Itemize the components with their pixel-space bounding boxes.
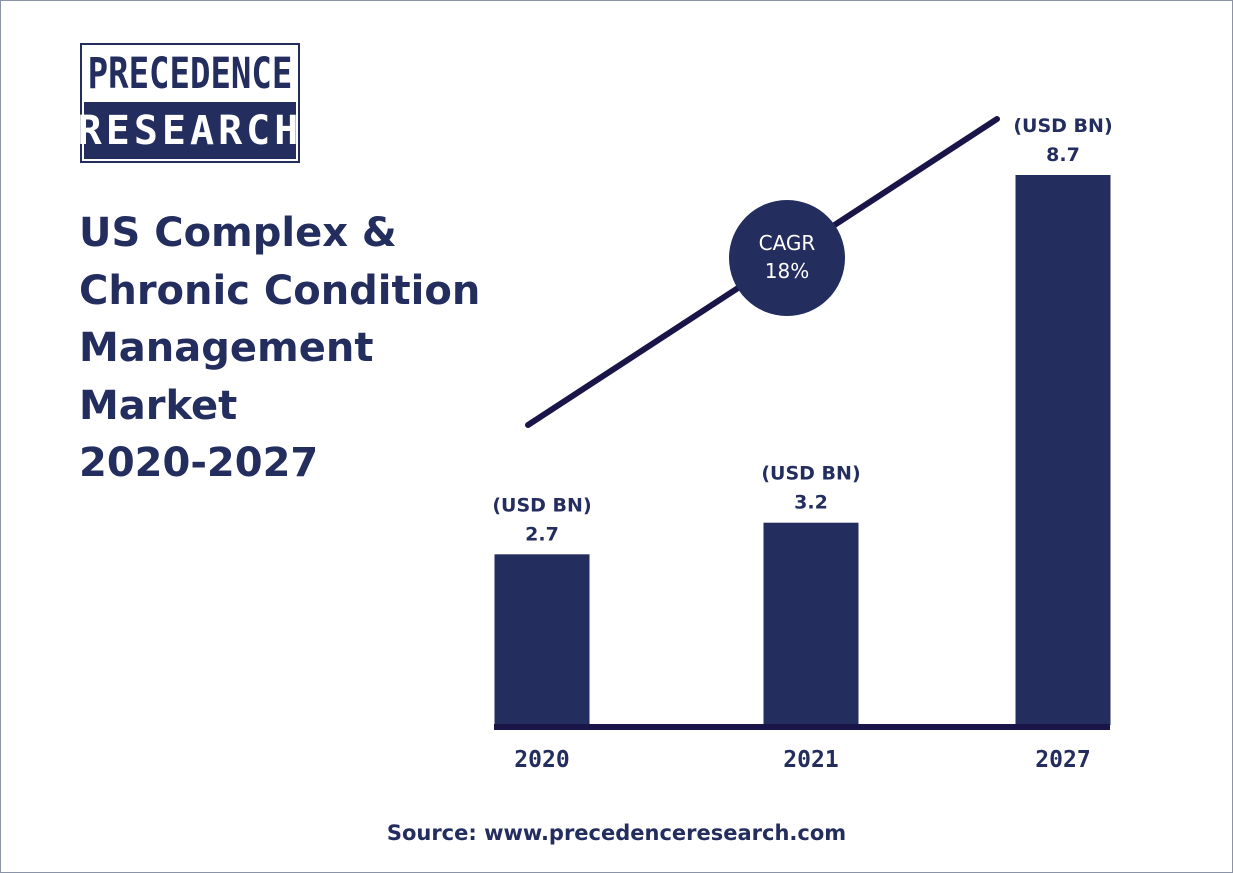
title-line: Market — [79, 382, 238, 429]
bar-value-label: 8.7 — [1046, 144, 1080, 166]
bar-unit-label: (USD BN) — [1013, 115, 1112, 137]
bar-2020 — [494, 554, 590, 725]
x-tick-label: 2020 — [514, 747, 569, 773]
title-line: Management — [79, 325, 374, 371]
logo-line-1: PRECEDENCE — [87, 48, 293, 99]
source-caption: Source: www.precedenceresearch.com — [386, 821, 847, 845]
cagr-label: CAGR — [759, 231, 816, 255]
title-line: 2020-2027 — [79, 440, 319, 486]
cagr-badge: CAGR 18% — [729, 200, 845, 316]
x-tick-label: 2021 — [783, 747, 838, 773]
labels-layer: (USD BN) 2.7 2020 (USD BN) 3.2 2021 (USD BN) 8.… — [492, 115, 1112, 773]
cagr-value: 18% — [765, 259, 809, 283]
bars-layer — [494, 175, 1111, 725]
cagr-circle — [729, 200, 845, 316]
bar-2021 — [763, 522, 859, 725]
x-tick-label: 2027 — [1035, 747, 1090, 773]
bar-value-label: 2.7 — [525, 523, 559, 545]
logo-line-2: RESEARCH — [78, 102, 298, 159]
title-line: Chronic Condition — [79, 267, 481, 314]
bar-value-label: 3.2 — [794, 492, 828, 514]
chart-title: US Complex & Chronic Condition Managemen… — [79, 205, 529, 493]
bar-2027 — [1015, 175, 1111, 725]
bar-unit-label: (USD BN) — [761, 463, 860, 485]
precedence-research-logo: PRECEDENCE RESEARCH — [78, 43, 300, 163]
bar-unit-label: (USD BN) — [492, 494, 591, 516]
title-line: US Complex & — [79, 210, 397, 256]
